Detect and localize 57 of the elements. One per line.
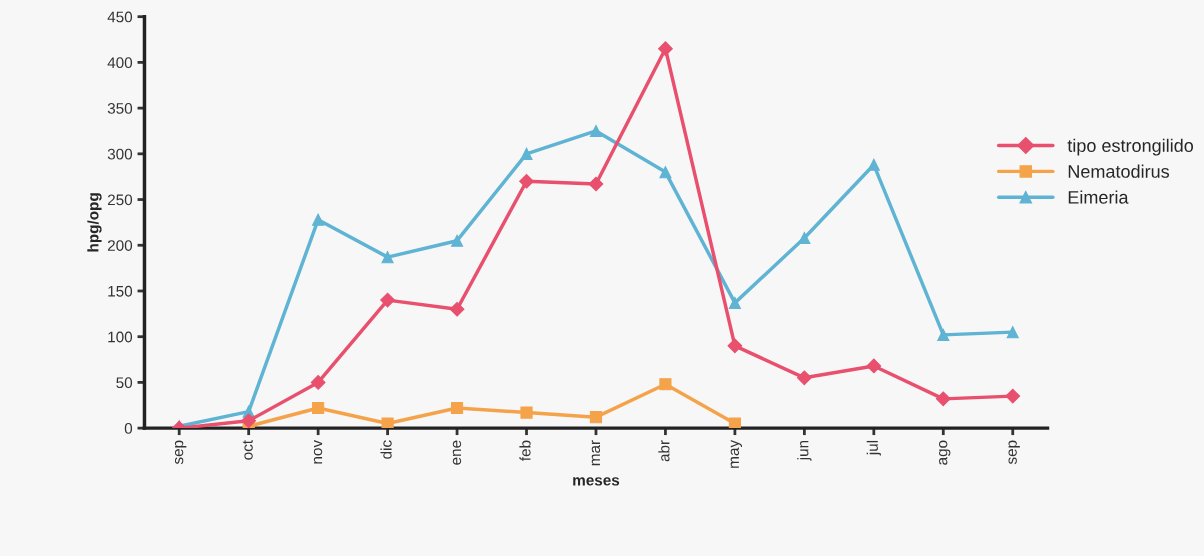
y-tick-label: 150 [108,285,133,297]
legend-label: Nematodirus [1068,164,1170,178]
point [727,338,743,354]
y-tick-label: 0 [124,422,133,434]
point [728,417,741,429]
x-tick-label: oct [242,440,253,460]
y-tick-label: 400 [107,57,133,69]
point [589,124,603,138]
x-tick-label: ago [939,440,951,465]
point [310,375,326,390]
x-tick-label: jul [866,440,881,456]
point [312,401,325,415]
point [937,328,950,341]
point [450,234,464,247]
point [659,378,672,391]
legend-label: Eimeria [1068,190,1129,204]
point [381,417,394,429]
point [380,292,395,308]
point [450,401,464,415]
x-tick-label: sep [1008,440,1020,465]
point [312,213,325,226]
point [796,370,812,386]
point [241,413,257,429]
y-tick-label: 300 [107,148,133,160]
point [519,173,534,189]
point [1006,326,1019,339]
point [659,166,672,179]
point [589,411,603,424]
y-tick-label: 450 [107,11,133,23]
x-tick-label: feb [519,440,531,461]
point [520,147,533,160]
x-axis-title: meses [573,477,620,486]
y-tick-label: 200 [107,240,133,251]
y-tick-label: 250 [107,194,133,206]
point [658,41,673,57]
point [449,301,465,317]
x-tick-label: sep [174,440,187,465]
point [588,176,604,192]
legend-label: tipo estrongilido [1067,138,1194,156]
x-tick-label: mar [591,440,601,466]
x-tick-label: nov [313,439,323,464]
y-tick-label: 100 [108,331,133,343]
y-tick-label: 50 [116,377,133,389]
point [866,358,882,374]
x-tick-label: may [730,439,743,468]
y-axis-title: hpg/opg [87,193,102,252]
point [520,406,533,419]
x-tick-label: dic [380,440,392,459]
point [728,296,741,309]
point [1005,388,1021,404]
point [935,391,951,407]
x-tick-label: jun [797,440,812,461]
x-tick-label: ene [452,440,462,465]
x-tick-label: abr [658,440,670,462]
point [381,251,394,264]
y-tick-label: 350 [107,102,133,114]
point [798,231,811,245]
